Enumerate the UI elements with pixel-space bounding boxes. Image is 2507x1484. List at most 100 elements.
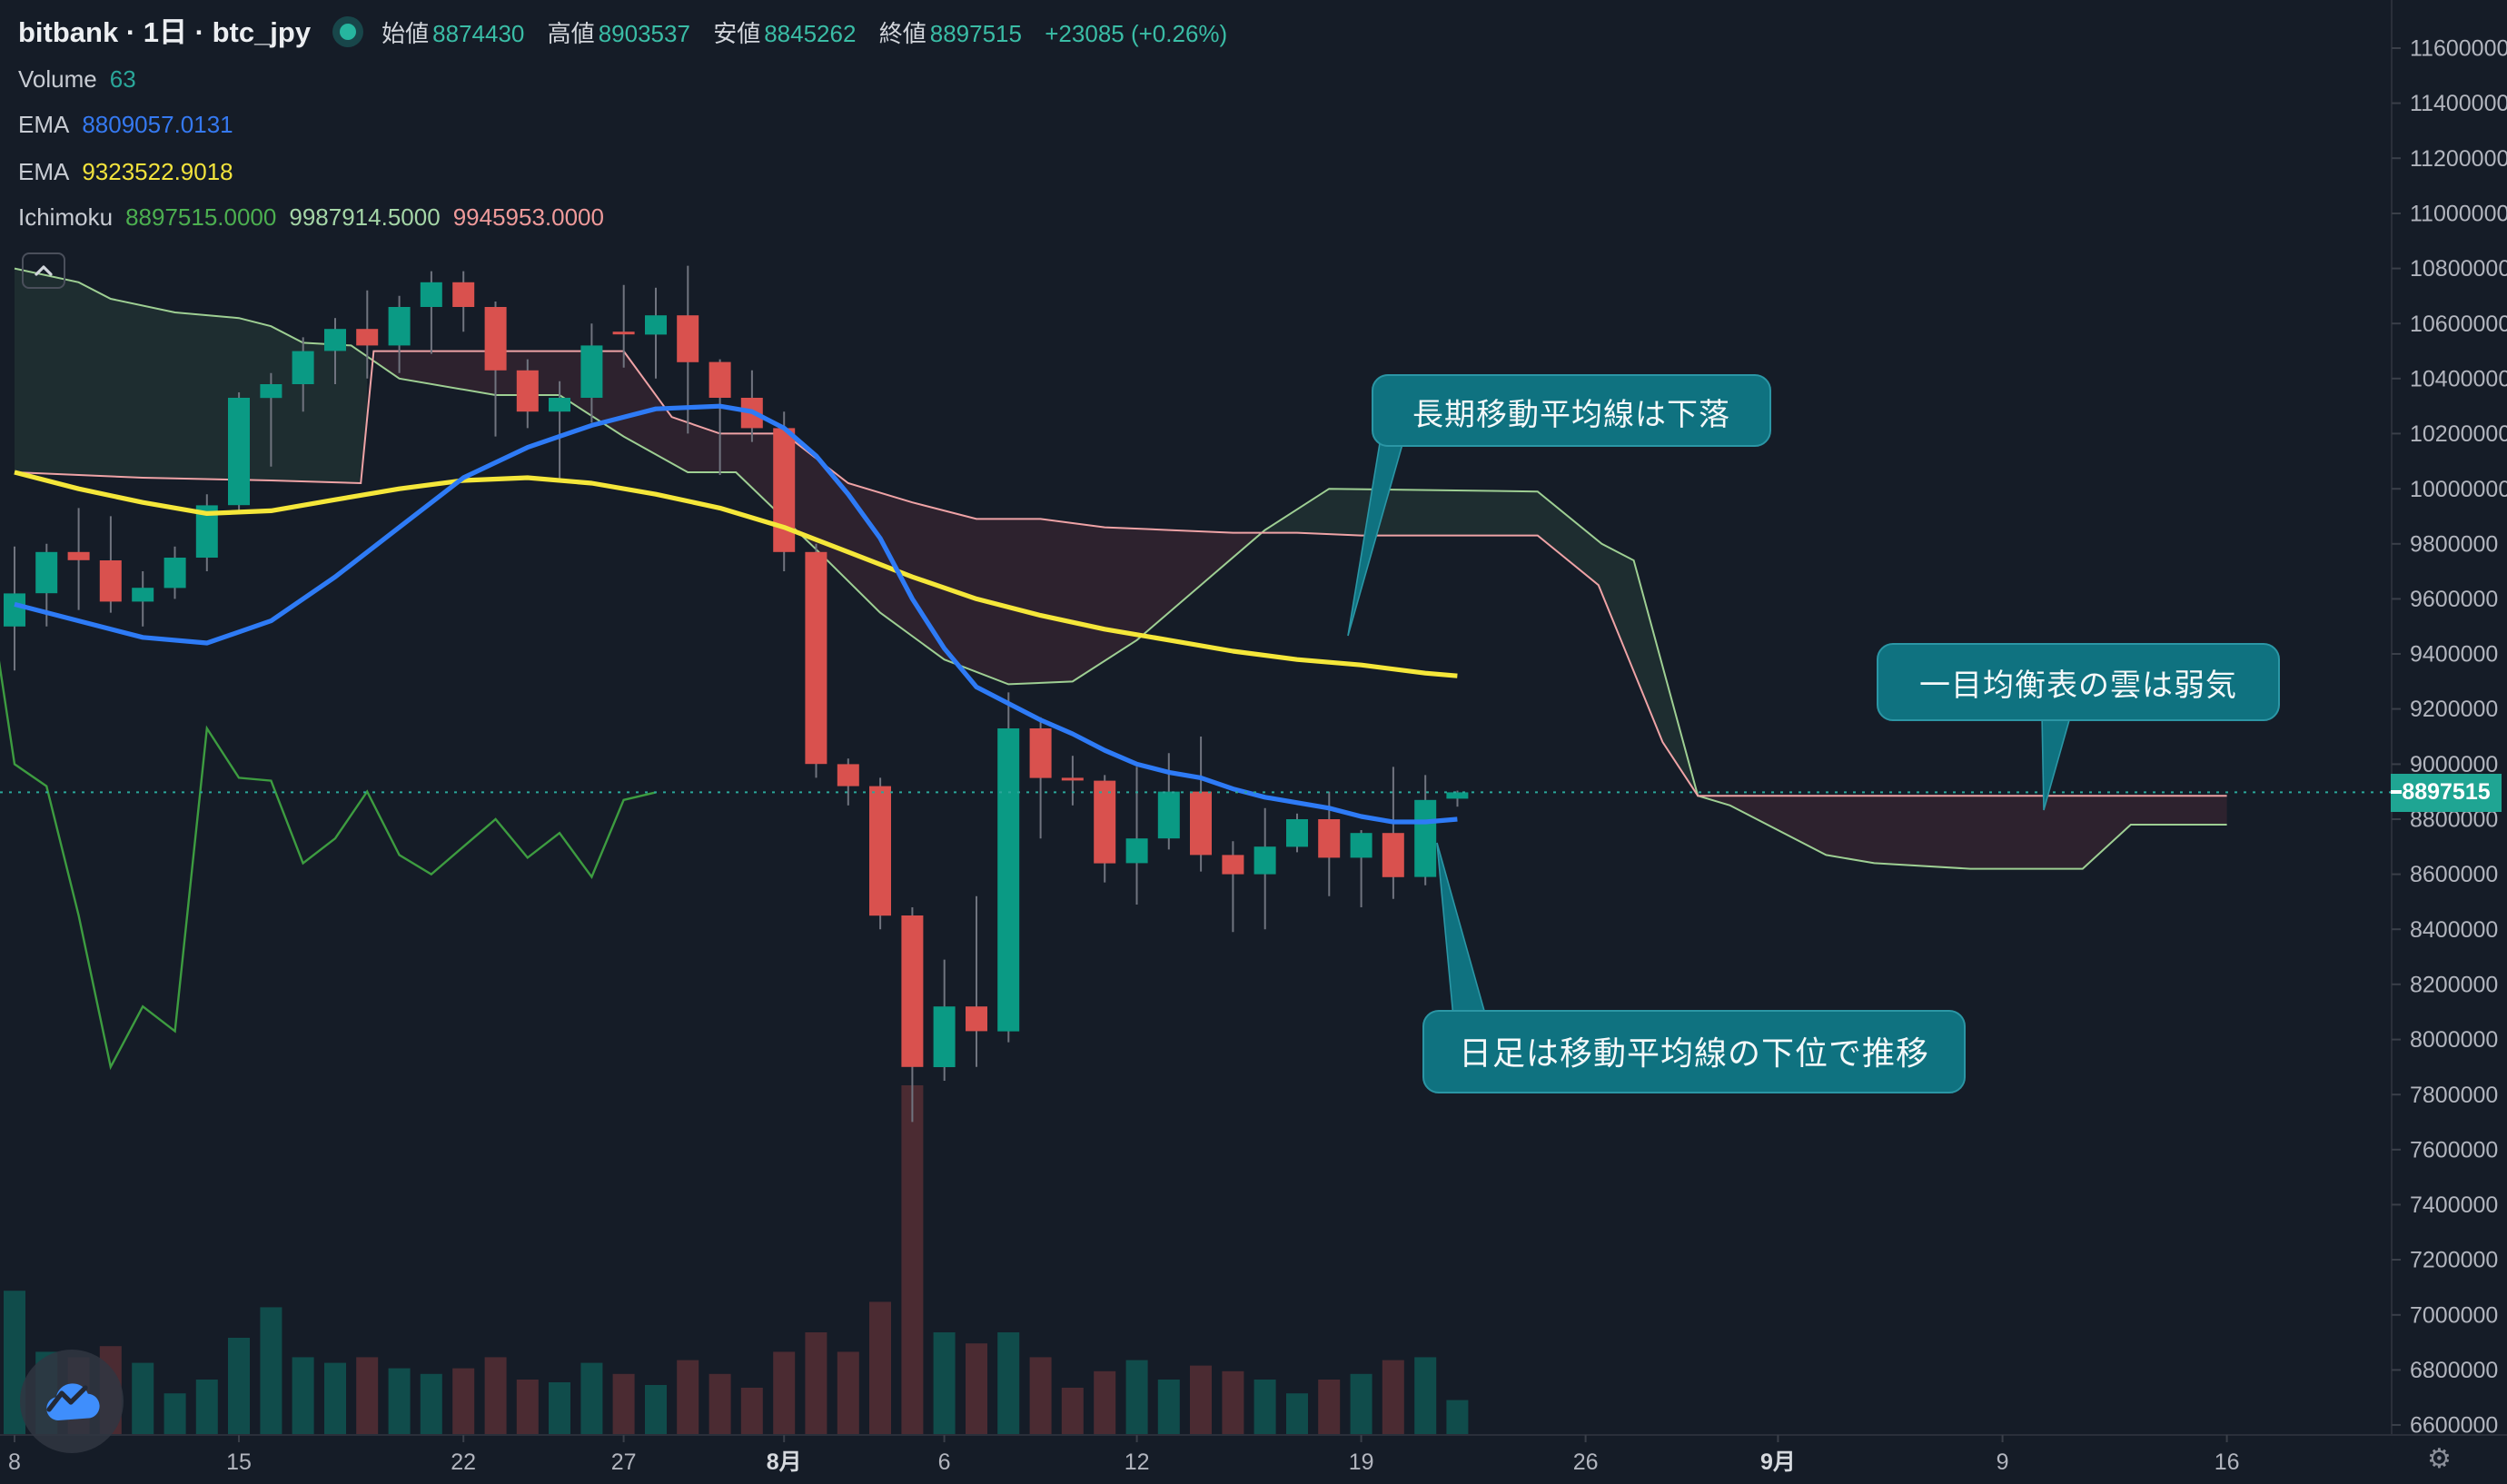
price-tick-label: 11600000: [2410, 36, 2507, 62]
close-value: 8897515: [929, 19, 1022, 46]
price-tick-label: 10600000: [2410, 312, 2507, 337]
ema1-value: 8809057.0131: [82, 111, 233, 138]
candle: [388, 307, 411, 346]
axis-settings-gear-icon[interactable]: ⚙: [2427, 1442, 2452, 1475]
candle: [1446, 792, 1469, 799]
volume-bars: [4, 1085, 1469, 1436]
indicator-row-volume[interactable]: Volume 63: [18, 65, 136, 93]
candle: [580, 345, 603, 398]
price-tick-label: 11200000: [2410, 146, 2507, 172]
candle: [1190, 791, 1212, 856]
candle: [677, 315, 699, 362]
volume-bar: [805, 1332, 827, 1435]
price-tick-label: 8000000: [2410, 1027, 2498, 1053]
volume-bar: [1286, 1393, 1308, 1435]
time-tick-label: 8月: [767, 1449, 802, 1475]
time-tick-label: 12: [1125, 1449, 1150, 1475]
price-axis[interactable]: 11600000 11400000 11200000 11000000 10800000…: [2391, 0, 2507, 1439]
annotation-price-below-ma: 日足は移動平均線の下位で推移: [1422, 1010, 1966, 1093]
volume-bar: [260, 1307, 282, 1435]
candle: [837, 764, 859, 787]
ema-slow-line: [14, 470, 1458, 678]
candle: [966, 1006, 987, 1032]
volume-bar: [484, 1357, 507, 1435]
high-label: 高値: [547, 19, 595, 46]
volume-bar: [549, 1382, 570, 1435]
candle: [164, 558, 186, 589]
volume-bar: [1414, 1357, 1437, 1435]
candle: [708, 361, 731, 398]
price-tick-label: 9400000: [2410, 642, 2498, 668]
low-value: 8845262: [764, 19, 857, 46]
candle: [1094, 780, 1116, 864]
ohlc-readout: 始値 8874430 高値 8903537 安値 8845262 終値 8897515 …: [382, 14, 1227, 48]
candle: [805, 551, 827, 765]
volume-bar: [580, 1362, 603, 1435]
price-tick-label: 7200000: [2410, 1248, 2498, 1273]
candle: [292, 351, 314, 384]
price-tick-label: 6800000: [2410, 1358, 2498, 1383]
candle: [612, 331, 635, 335]
time-tick-label: 6: [938, 1449, 951, 1475]
candle: [228, 398, 250, 506]
price-tick-label: 11000000: [2410, 202, 2507, 227]
change-value: +23085 (+0.26%): [1045, 19, 1228, 46]
high-value: 8903537: [598, 19, 690, 46]
ema2-value: 9323522.9018: [82, 158, 233, 185]
indicator-row-ema-fast[interactable]: EMA 8809057.0131: [18, 111, 233, 138]
time-tick-label: 19: [1349, 1449, 1374, 1475]
candle: [869, 786, 891, 916]
candle: [901, 915, 924, 1067]
open-label: 始値: [382, 19, 430, 46]
volume-value: 63: [109, 65, 136, 93]
volume-bar: [677, 1360, 699, 1435]
candle: [1350, 833, 1372, 858]
candle: [35, 551, 58, 594]
time-tick-label: 15: [226, 1449, 252, 1475]
ichimoku-chikou-value: 8897515.0000: [125, 203, 277, 231]
chikou-line: [0, 660, 657, 1071]
indicator-row-ichimoku[interactable]: Ichimoku 8897515.0000 9987914.5000 9945953.…: [18, 203, 604, 231]
price-tick-label: 10200000: [2410, 421, 2507, 447]
volume-bar: [837, 1351, 859, 1435]
volume-bar: [132, 1362, 154, 1435]
volume-bar: [356, 1357, 379, 1435]
indicator-row-ema-slow[interactable]: EMA 9323522.9018: [18, 158, 233, 185]
candle: [1414, 799, 1437, 877]
price-tick-label: 9800000: [2410, 531, 2498, 557]
candle: [1222, 855, 1244, 875]
symbol-title[interactable]: bitbank · 1日 · btc_jpy: [18, 18, 312, 49]
candle: [67, 551, 90, 560]
candle: [933, 1006, 956, 1067]
volume-bar: [1254, 1380, 1276, 1436]
ema-fast-line: [14, 403, 1458, 825]
price-tick-label: 7400000: [2410, 1192, 2498, 1218]
time-axis[interactable]: 8 15 22 27 8月 6 12 19 26 9月 9 16: [0, 1434, 2507, 1475]
annotation-cloud-bearish: 一目均衡表の雲は弱気: [1877, 643, 2280, 721]
volume-bar: [997, 1332, 1020, 1435]
watermark-logo[interactable]: [20, 1350, 124, 1453]
close-label: 終値: [878, 19, 926, 46]
annotation-ma-downtrend: 長期移動平均線は下落: [1372, 374, 1771, 447]
candle: [356, 329, 379, 346]
volume-bar: [1222, 1370, 1244, 1435]
candle: [997, 728, 1020, 1032]
price-tick-label: 10400000: [2410, 366, 2507, 391]
collapse-indicators-button[interactable]: [22, 252, 65, 289]
volume-bar: [1094, 1370, 1116, 1435]
volume-bar: [1318, 1380, 1341, 1436]
volume-bar: [420, 1373, 442, 1435]
volume-bar: [773, 1351, 796, 1435]
time-tick-label: 27: [611, 1449, 637, 1475]
time-tick-label: 9: [1997, 1449, 2009, 1475]
volume-bar: [740, 1388, 763, 1435]
candle: [260, 384, 282, 399]
volume-bar: [708, 1373, 731, 1435]
candle: [1125, 838, 1148, 864]
candle: [645, 315, 667, 335]
volume-bar: [1382, 1360, 1404, 1435]
volume-bar: [1446, 1400, 1469, 1435]
low-label: 安値: [713, 19, 761, 46]
volume-bar: [1061, 1388, 1084, 1435]
